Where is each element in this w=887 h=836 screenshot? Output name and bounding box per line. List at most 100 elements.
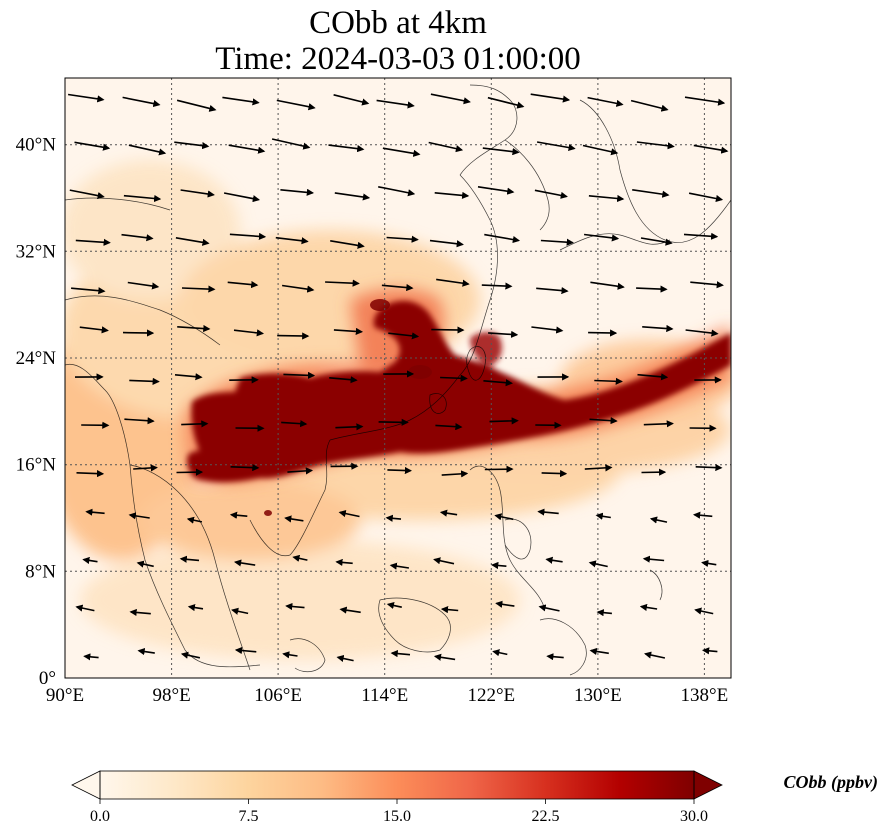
map-area [65, 78, 731, 678]
colorbar-tick-label: 7.5 [239, 808, 259, 825]
wind-arrow [595, 512, 611, 520]
colorbar-extend-max [693, 770, 723, 800]
wind-arrow [440, 374, 468, 382]
wind-arrow [439, 509, 458, 517]
wind-arrow [387, 466, 413, 475]
wind-arrow [636, 285, 668, 293]
wind-arrow [174, 373, 203, 381]
y-tick-label: 8°N [25, 561, 56, 582]
y-axis: 0° 8°N 16°N 24°N 32°N 40°N [16, 135, 57, 689]
wind-arrow [330, 240, 365, 249]
wind-arrow [688, 192, 724, 203]
concentration-field [65, 160, 731, 660]
x-tick-label: 122°E [467, 685, 515, 706]
wind-arrow [69, 189, 105, 200]
wind-arrow [684, 96, 726, 106]
wind-arrow [231, 607, 249, 615]
wind-arrow [79, 326, 109, 334]
wind-arrow [584, 233, 620, 242]
wind-arrow [180, 189, 215, 198]
y-tick-label: 40°N [16, 135, 57, 156]
wind-arrow [693, 144, 729, 154]
wind-arrow [177, 324, 211, 333]
wind-arrow [431, 326, 465, 334]
wind-arrow [283, 371, 316, 379]
wind-arrow [545, 556, 563, 564]
wind-arrow [588, 560, 608, 568]
wind-arrow [589, 417, 618, 425]
wind-arrow [643, 651, 666, 659]
wind-arrow [491, 561, 507, 570]
wind-arrow [329, 376, 358, 384]
wind-arrow [534, 189, 568, 199]
colorbar-tick-label: 22.5 [532, 808, 560, 825]
wind-arrow [186, 516, 203, 524]
wind-arrow [694, 607, 714, 615]
wind-arrow [643, 420, 674, 428]
wind-arrow [229, 232, 267, 240]
wind-arrow [129, 608, 151, 617]
wind-arrow [233, 329, 265, 337]
wind-arrow [333, 327, 364, 335]
wind-arrow [335, 423, 364, 431]
wind-arrow [536, 141, 576, 152]
colorbar-title: CObb (ppbv) [784, 772, 878, 793]
wind-arrow [281, 284, 315, 293]
wind-arrow [281, 420, 308, 428]
map-subtitle-time: Time: 2024-03-03 01:00:00 [215, 41, 581, 77]
wind-arrow [325, 279, 360, 287]
wind-arrow [685, 329, 719, 337]
wind-arrow [175, 237, 210, 246]
wind-arrow [187, 604, 204, 612]
wind-arrow [428, 141, 464, 153]
wind-arrow [85, 508, 105, 516]
wind-arrow [174, 141, 210, 150]
colorbar-gradient [100, 771, 694, 799]
wind-arrow [129, 377, 160, 385]
wind-arrow [481, 282, 513, 290]
wind-arrow [596, 609, 612, 617]
wind-arrow [701, 647, 718, 655]
x-tick-label: 114°E [361, 685, 408, 706]
wind-arrow [122, 96, 161, 108]
wind-arrow [683, 232, 719, 240]
wind-arrow [282, 651, 298, 659]
x-tick-label: 98°E [152, 685, 190, 706]
x-tick-label: 130°E [574, 685, 622, 706]
map-frame [64, 77, 732, 679]
wind-arrow [530, 93, 571, 103]
wind-arrow [640, 237, 673, 246]
wind-arrow [121, 233, 154, 242]
wind-arrow [75, 604, 95, 612]
wind-arrow [222, 96, 260, 106]
wind-arrow [430, 93, 471, 105]
wind-arrow [180, 651, 201, 659]
wind-arrow [484, 233, 521, 244]
wind-arrow [176, 99, 217, 112]
wind-arrow [230, 463, 260, 472]
wind-arrow [630, 99, 669, 112]
wind-arrow [701, 559, 717, 568]
wind-arrow [75, 238, 111, 246]
wind-arrow [181, 285, 216, 293]
wind-arrow [128, 512, 150, 520]
wind-arrow [477, 186, 515, 195]
wind-arrow [378, 418, 409, 426]
wind-arrow [489, 417, 519, 425]
wind-arrow [589, 647, 609, 656]
wind-arrow [127, 281, 160, 290]
wind-arrow [690, 281, 724, 289]
wind-arrow [587, 96, 624, 107]
wind-arrow [334, 192, 371, 201]
wind-arrow [276, 99, 316, 111]
wind-arrow [649, 516, 668, 524]
wind-arrow [385, 514, 402, 522]
wind-arrow [495, 600, 515, 608]
x-axis: 90°E 98°E 106°E 114°E 122°E 130°E 138°E [46, 685, 728, 706]
wind-arrow [229, 511, 248, 519]
wind-arrow [381, 283, 414, 292]
wind-arrow [632, 189, 670, 198]
wind-arrow [390, 650, 411, 658]
wind-arrow [287, 467, 314, 475]
